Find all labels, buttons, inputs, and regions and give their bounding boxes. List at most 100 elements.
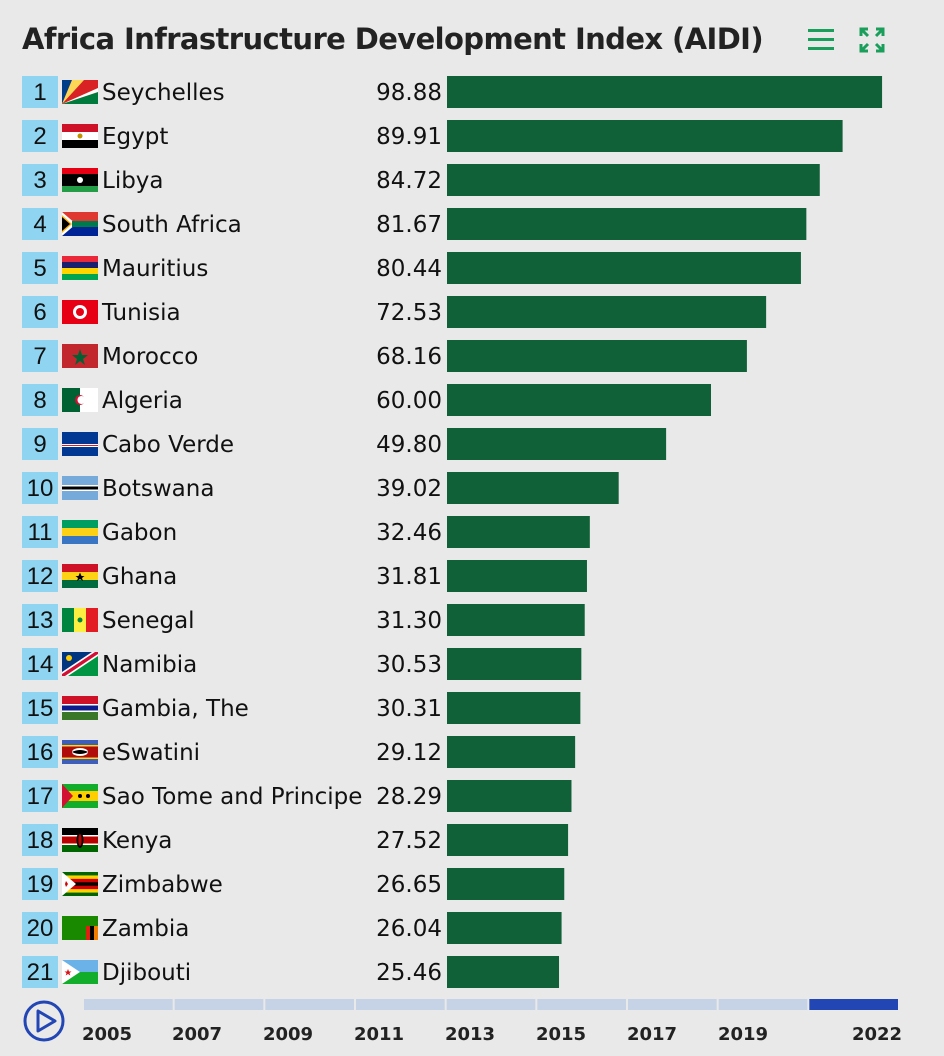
flag-icon — [62, 652, 98, 676]
timeline-segment[interactable] — [537, 999, 626, 1010]
country-label: Gabon — [102, 520, 177, 546]
play-icon — [23, 1000, 65, 1042]
bar[interactable] — [447, 868, 565, 900]
country-label: Namibia — [102, 652, 197, 678]
value-label: 60.00 — [376, 388, 442, 414]
country-label: Ghana — [102, 564, 177, 590]
rank-badge — [22, 692, 58, 724]
bar[interactable] — [447, 956, 560, 988]
timeline-selected-segment[interactable] — [809, 999, 898, 1010]
rank-badge — [22, 912, 58, 944]
bar[interactable] — [447, 604, 585, 636]
chart-row: 4 South Africa 81.67 — [22, 208, 807, 240]
bar[interactable] — [447, 472, 619, 504]
country-label: Zimbabwe — [102, 872, 223, 898]
chart-row: 18 Kenya 27.52 — [22, 824, 569, 856]
bar[interactable] — [447, 120, 843, 152]
rank-badge — [22, 868, 58, 900]
value-label: 81.67 — [376, 212, 442, 238]
rank-label: 17 — [27, 783, 54, 810]
chart-row: 14 Namibia 30.53 — [22, 648, 582, 680]
country-label: Zambia — [102, 916, 189, 942]
hamburger-menu-icon[interactable] — [806, 26, 836, 54]
fullscreen-expand-icon[interactable] — [858, 26, 888, 54]
timeline-year-label[interactable]: 2005 — [82, 1024, 132, 1045]
rank-label: 2 — [33, 123, 46, 150]
timeline-year-label[interactable]: 2015 — [536, 1024, 586, 1045]
timeline-segment[interactable] — [84, 999, 173, 1010]
bar[interactable] — [447, 560, 587, 592]
country-label: eSwatini — [102, 740, 200, 766]
bar[interactable] — [447, 164, 820, 196]
value-label: 30.31 — [376, 696, 442, 722]
country-label: Egypt — [102, 124, 168, 150]
bar[interactable] — [447, 384, 711, 416]
value-label: 29.12 — [376, 740, 442, 766]
rank-badge — [22, 956, 58, 988]
rank-label: 12 — [27, 563, 54, 590]
chart-row: 8 Algeria 60.00 — [22, 384, 711, 416]
timeline-year-label[interactable]: 2007 — [172, 1024, 222, 1045]
flag-icon — [62, 168, 98, 192]
chart-row: 1 Seychelles 98.88 — [22, 76, 883, 108]
value-label: 98.88 — [376, 80, 442, 106]
value-label: 72.53 — [376, 300, 442, 326]
country-label: Seychelles — [102, 80, 225, 106]
timeline-segment[interactable] — [628, 999, 717, 1010]
bar[interactable] — [447, 516, 590, 548]
timeline-year-label[interactable]: 2011 — [354, 1024, 404, 1045]
chart-row: 11 Gabon 32.46 — [22, 516, 590, 548]
chart-row: 21 Djibouti 25.46 — [22, 956, 560, 988]
value-label: 89.91 — [376, 124, 442, 150]
bar[interactable] — [447, 648, 582, 680]
timeline-year-label[interactable]: 2013 — [445, 1024, 495, 1045]
timeline-segment[interactable] — [174, 999, 264, 1010]
rank-label: 16 — [27, 739, 54, 766]
chart-row: 7 Morocco 68.16 — [22, 340, 747, 372]
country-label: Mauritius — [102, 256, 208, 282]
rank-badge — [22, 780, 58, 812]
play-button[interactable] — [22, 999, 66, 1043]
flag-icon — [62, 960, 98, 984]
rank-badge — [22, 604, 58, 636]
timeline-year-label[interactable]: 2022 — [852, 1024, 902, 1045]
rank-badge — [22, 648, 58, 680]
bar[interactable] — [447, 428, 667, 460]
chart-row: 5 Mauritius 80.44 — [22, 252, 801, 284]
timeline-segment[interactable] — [446, 999, 536, 1010]
country-label: Sao Tome and Principe — [102, 784, 362, 810]
bar[interactable] — [447, 780, 572, 812]
value-label: 31.30 — [376, 608, 442, 634]
bar[interactable] — [447, 692, 581, 724]
bar[interactable] — [447, 824, 569, 856]
bar[interactable] — [447, 912, 562, 944]
timeline-year-label[interactable]: 2009 — [263, 1024, 313, 1045]
rank-badge — [22, 208, 58, 240]
chart-row: 6 Tunisia 72.53 — [22, 296, 767, 328]
value-label: 25.46 — [376, 960, 442, 986]
bar[interactable] — [447, 296, 767, 328]
rank-badge — [22, 428, 58, 460]
timeline-segment[interactable] — [718, 999, 808, 1010]
flag-icon — [62, 916, 98, 940]
bar[interactable] — [447, 736, 576, 768]
timeline-year-label[interactable]: 2019 — [718, 1024, 768, 1045]
rank-label: 13 — [27, 607, 54, 634]
flag-icon — [62, 872, 98, 896]
chart-row: 15 Gambia, The 30.31 — [22, 692, 581, 724]
country-label: Libya — [102, 168, 164, 194]
chart-row: 16 eSwatini 29.12 — [22, 736, 576, 768]
bar[interactable] — [447, 208, 807, 240]
bar[interactable] — [447, 340, 747, 372]
timeline-segment[interactable] — [265, 999, 354, 1010]
rank-label: 14 — [27, 651, 54, 678]
bar[interactable] — [447, 252, 801, 284]
timeline-segment[interactable] — [356, 999, 445, 1010]
bar[interactable] — [447, 76, 883, 108]
timeline-year-label[interactable]: 2017 — [627, 1024, 677, 1045]
rank-badge — [22, 824, 58, 856]
chart-row: 12 Ghana 31.81 — [22, 560, 587, 592]
value-label: 28.29 — [376, 784, 442, 810]
flag-icon — [62, 432, 98, 456]
chart-row: 10 Botswana 39.02 — [22, 472, 619, 504]
